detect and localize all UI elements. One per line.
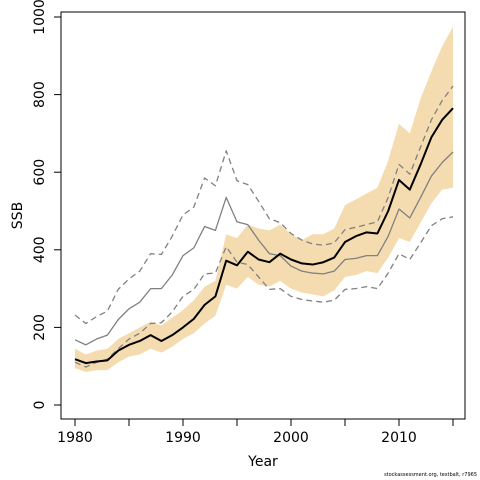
y-tick-label: 0 xyxy=(32,401,48,410)
series-line-4 xyxy=(74,216,454,368)
series-line-2 xyxy=(74,151,454,346)
x-axis-title: Year xyxy=(247,454,278,470)
y-tick-label: 600 xyxy=(32,159,48,186)
series-line-3 xyxy=(74,85,454,325)
series-layer xyxy=(74,85,454,368)
x-axis: 1980 1990 2000 2010 xyxy=(57,418,454,446)
y-tick-label: 400 xyxy=(32,236,48,263)
x-tick-label: 2000 xyxy=(273,430,309,446)
footnote: stockassessment.org, testbalt, r7965 xyxy=(384,472,477,478)
y-tick-label: 1000 xyxy=(32,0,48,35)
series-line-1 xyxy=(74,107,454,365)
y-tick-label: 200 xyxy=(32,314,48,341)
x-tick-label: 1990 xyxy=(165,430,201,446)
x-tick-label: 2010 xyxy=(381,430,417,446)
x-tick-label: 1980 xyxy=(57,430,93,446)
y-axis-title: SSB xyxy=(10,202,26,229)
y-tick-label: 800 xyxy=(32,81,48,108)
y-axis: 0 200 400 600 800 1000 xyxy=(32,0,62,410)
confidence-band-layer xyxy=(75,26,453,373)
confidence-band xyxy=(75,26,453,373)
